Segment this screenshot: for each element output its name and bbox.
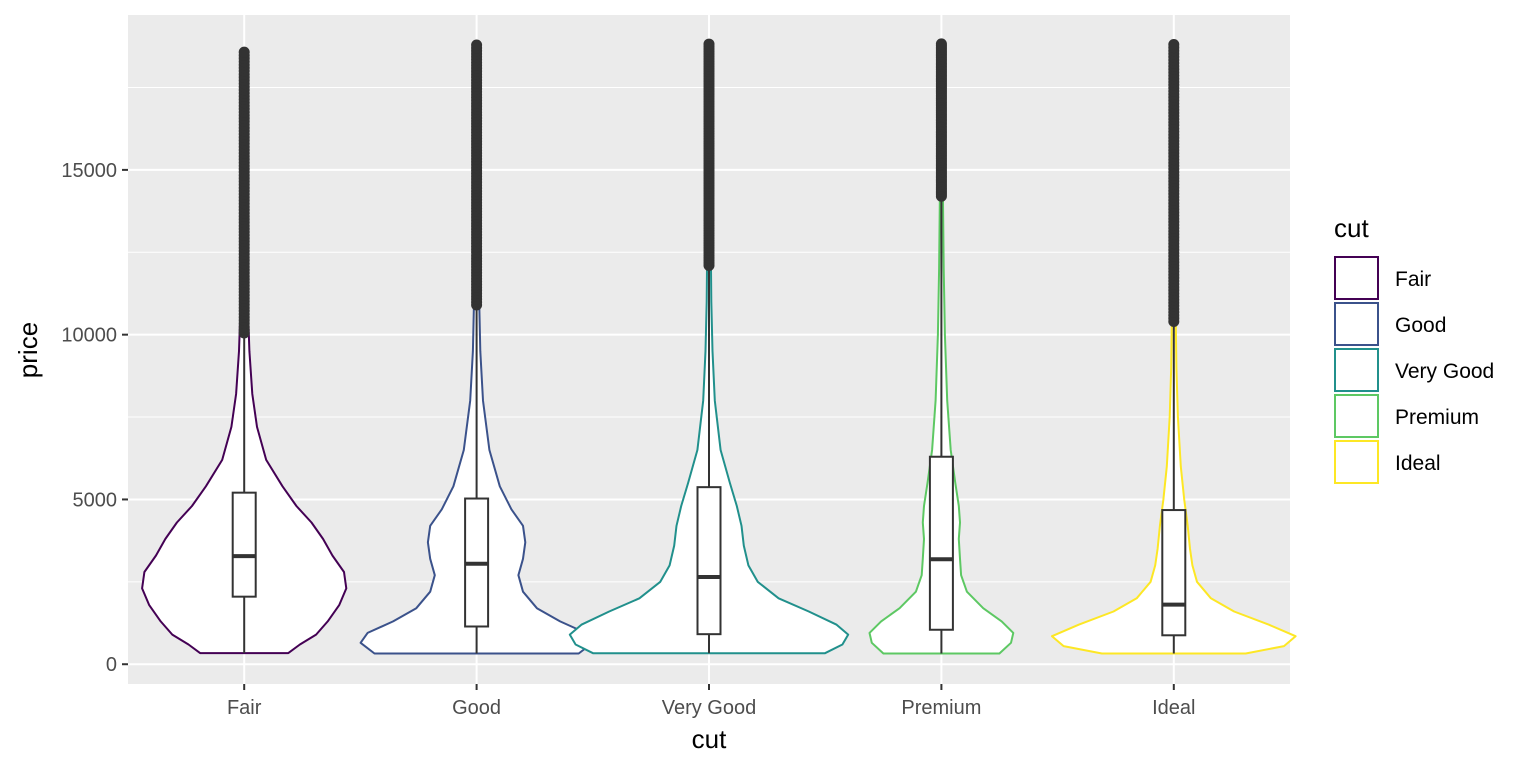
legend-title: cut <box>1334 213 1369 243</box>
outlier-point <box>935 38 947 50</box>
y-axis-title: price <box>13 322 43 378</box>
box-iqr <box>1161 509 1187 637</box>
legend-label: Fair <box>1395 268 1431 291</box>
boxplots-layer <box>231 196 1187 654</box>
outlier-point <box>238 46 250 58</box>
legend-label: Ideal <box>1395 452 1441 475</box>
x-axis: Fair Good Very Good Premium Ideal <box>227 684 1195 719</box>
outlier-point <box>1168 38 1180 50</box>
x-tick-label: Fair <box>227 697 262 719</box>
legend-key-very-good <box>1334 348 1379 392</box>
outlier-point <box>471 39 483 51</box>
legend: cut Fair Good Very Good Premium Ideal <box>1334 213 1494 484</box>
x-tick-label: Ideal <box>1152 697 1195 719</box>
legend-label: Premium <box>1395 406 1479 429</box>
y-tick-label: 15000 <box>61 160 117 182</box>
outlier-point <box>703 38 715 50</box>
legend-key-ideal <box>1334 440 1379 484</box>
x-tick-label: Very Good <box>662 697 757 719</box>
y-tick-label: 0 <box>106 654 117 676</box>
legend-key-premium <box>1334 394 1379 438</box>
x-tick-label: Premium <box>901 697 981 719</box>
box-iqr <box>231 491 257 598</box>
outliers-layer <box>238 38 1180 339</box>
legend-label: Good <box>1395 314 1446 337</box>
box-iqr <box>696 486 722 636</box>
x-tick-label: Good <box>452 697 501 719</box>
legend-key-fair <box>1334 256 1379 300</box>
y-tick-label: 10000 <box>61 325 117 347</box>
box-iqr <box>928 455 954 631</box>
legend-label: Very Good <box>1395 360 1494 383</box>
y-tick-label: 5000 <box>73 489 118 511</box>
legend-key-good <box>1334 302 1379 346</box>
x-axis-title: cut <box>692 724 727 754</box>
y-axis: 0 5000 10000 15000 <box>61 160 128 676</box>
